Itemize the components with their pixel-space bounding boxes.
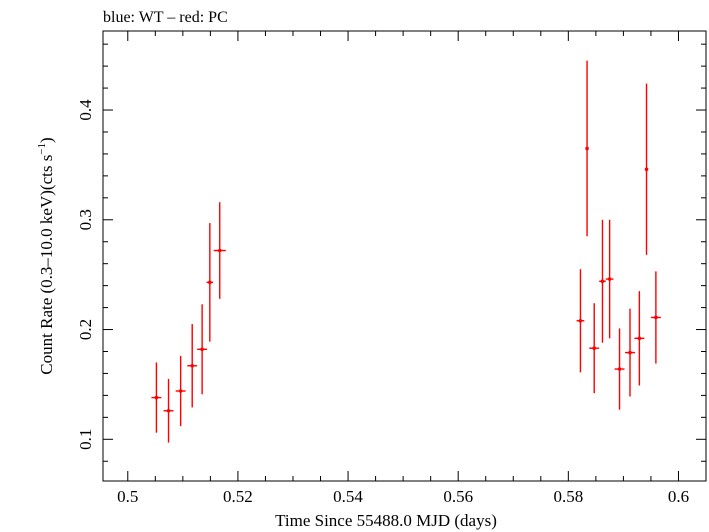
point-marker (600, 279, 605, 284)
point-marker (637, 336, 642, 341)
y-axis-label: Count Rate (0.3–10.0 keV)(cts s−1) (36, 137, 56, 374)
data-point (585, 60, 589, 237)
x-tick-label: 0.52 (223, 487, 253, 506)
y-tick-label: 0.3 (76, 209, 95, 230)
y-tick-label: 0.2 (76, 319, 95, 340)
point-marker (617, 367, 622, 371)
x-tick-label: 0.56 (443, 487, 473, 506)
point-marker (628, 350, 632, 355)
data-point (213, 202, 226, 299)
x-tick-label: 0.6 (668, 487, 689, 506)
data-point (206, 223, 214, 342)
data-point (187, 324, 198, 408)
data-point (197, 304, 208, 395)
x-tick-labels: 0.5 0.52 0.54 0.56 0.58 0.6 (117, 487, 689, 506)
x-tick-label: 0.58 (553, 487, 583, 506)
y-tick-label: 0.1 (76, 429, 95, 450)
data-point (576, 269, 585, 373)
y-tick-label: 0.4 (76, 99, 95, 121)
data-point (650, 271, 661, 364)
point-marker (208, 280, 212, 285)
point-marker (178, 389, 183, 393)
axis-ticks (103, 31, 707, 481)
point-marker (644, 167, 649, 172)
point-marker (190, 363, 195, 368)
y-axis-label-exponent: −1 (36, 143, 48, 155)
x-tick-label: 0.5 (117, 487, 138, 506)
point-marker (217, 248, 222, 253)
plot-frame (102, 30, 707, 482)
x-axis-label: Time Since 55488.0 MJD (days) (275, 511, 497, 530)
point-marker (166, 408, 171, 413)
data-point (151, 362, 162, 433)
data-point (605, 219, 614, 339)
data-point (634, 291, 645, 386)
data-point (625, 308, 635, 397)
x-tick-label: 0.54 (333, 487, 363, 506)
y-axis-label-main: Count Rate (0.3–10.0 keV)(cts s (37, 155, 56, 375)
y-tick-labels: 0.1 0.2 0.3 0.4 (76, 99, 95, 450)
point-marker (654, 315, 658, 320)
point-marker (578, 318, 583, 323)
data-points (151, 60, 661, 443)
point-marker (585, 146, 589, 151)
point-marker (154, 395, 159, 400)
chart-title: blue: WT – red: PC (103, 9, 228, 26)
y-axis-label-close: ) (37, 137, 56, 143)
data-point (589, 303, 600, 394)
data-point (644, 83, 649, 255)
data-point (599, 219, 606, 343)
data-point (614, 328, 625, 410)
point-marker (592, 346, 597, 350)
point-marker (607, 277, 612, 281)
data-point (163, 378, 174, 443)
point-marker (200, 347, 204, 352)
data-point (175, 355, 186, 427)
